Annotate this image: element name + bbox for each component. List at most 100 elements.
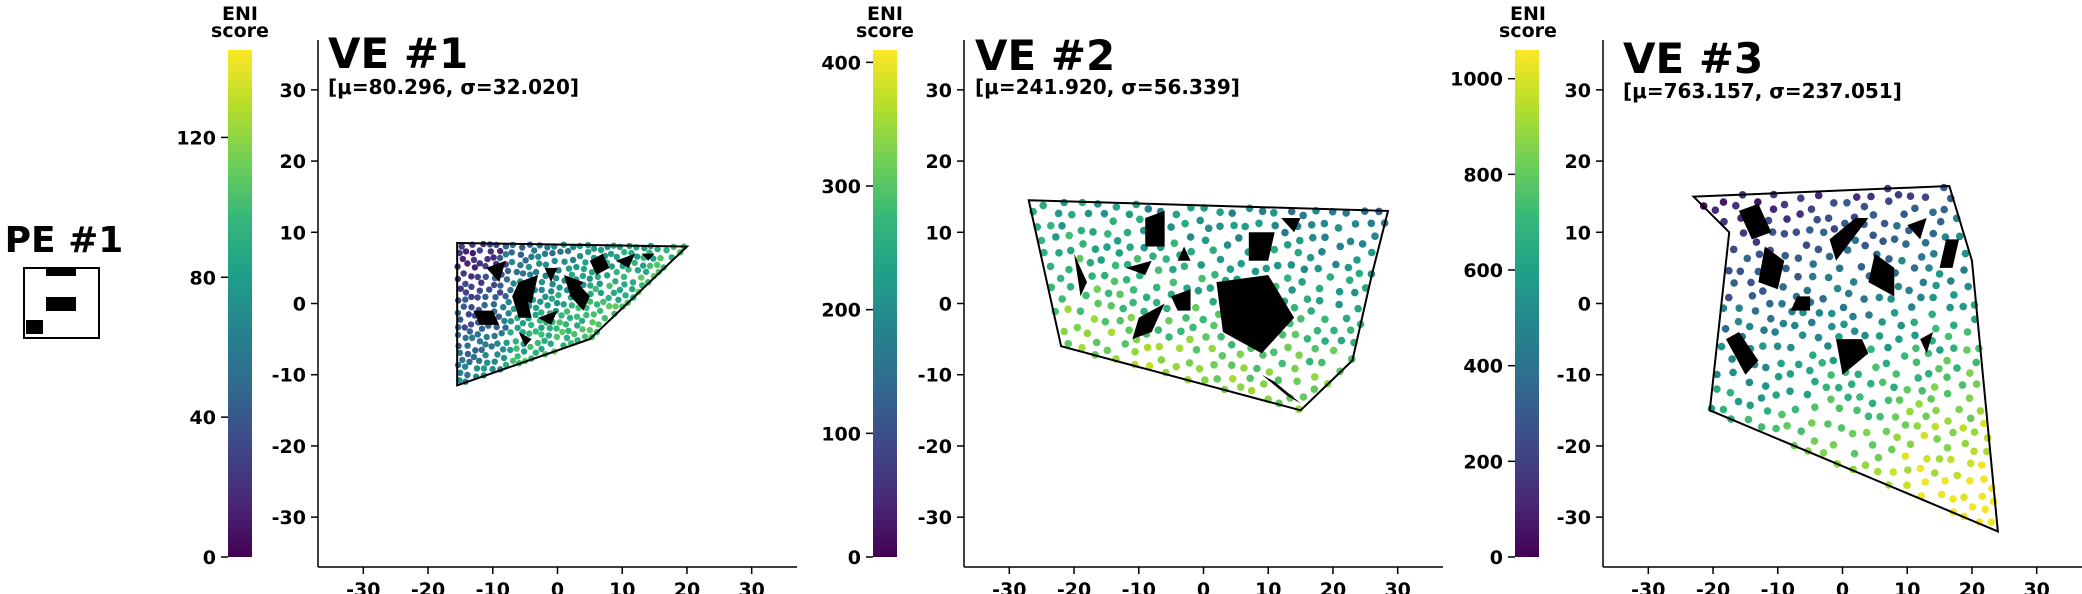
- scatter-point: [1745, 322, 1754, 331]
- scatter-point: [1867, 345, 1875, 354]
- scatter-point: [482, 341, 489, 348]
- scatter-point: [1894, 191, 1903, 199]
- scatter-point: [1950, 291, 1958, 299]
- scatter-point: [1129, 298, 1137, 307]
- colorbar-tick-label: 600: [1463, 260, 1503, 282]
- scatter-point: [562, 321, 570, 328]
- scatter-point: [1923, 455, 1931, 463]
- scatter-point: [496, 289, 504, 296]
- pe-section: PE #1: [5, 220, 123, 339]
- scatter-point: [1978, 492, 1987, 501]
- scatter-point: [1766, 299, 1774, 308]
- scatter-point: [1259, 351, 1267, 359]
- scatter-point: [1937, 490, 1946, 499]
- scatter-point: [1783, 422, 1791, 430]
- obstacle: [1281, 218, 1301, 233]
- scatter-point: [469, 334, 476, 341]
- scatter-point: [621, 281, 628, 288]
- scatter-point: [1794, 254, 1803, 262]
- scatter-point: [569, 256, 577, 264]
- scatter-point: [1227, 361, 1236, 370]
- scatter-point: [483, 333, 490, 341]
- scatter-point: [1768, 228, 1777, 236]
- scatter-point: [650, 255, 657, 262]
- x-tick-label: 20: [674, 579, 700, 594]
- scatter-point: [1903, 481, 1911, 490]
- scatter-point: [1807, 205, 1816, 213]
- scatter-point: [1965, 394, 1974, 403]
- scatter-point: [1152, 298, 1161, 307]
- scatter-point: [1912, 358, 1921, 367]
- scatter-point: [1935, 455, 1944, 463]
- scatter-point: [1936, 217, 1945, 226]
- scatter-point: [1797, 194, 1805, 202]
- scatter-point: [1201, 236, 1210, 245]
- scatter-point: [1116, 290, 1124, 299]
- obstacle: [1836, 339, 1869, 375]
- scatter-point: [556, 284, 563, 291]
- scatter-point: [1371, 232, 1379, 240]
- scatter-point: [468, 283, 475, 290]
- scatter-point: [576, 252, 584, 260]
- scatter-point: [1300, 265, 1309, 274]
- scatter-point: [1136, 215, 1144, 224]
- scatter-point: [1119, 304, 1127, 313]
- colorbar-3-label-line1: ENI: [1510, 3, 1546, 25]
- scatter-point: [1929, 229, 1938, 238]
- scatter-point: [1194, 286, 1203, 295]
- scatter-point: [1787, 343, 1795, 352]
- scatter-point: [1778, 410, 1786, 419]
- scatter-point: [532, 268, 540, 276]
- y-tick-label: 30: [1565, 80, 1591, 102]
- scatter-point: [1755, 250, 1764, 259]
- scatter-point: [551, 257, 558, 265]
- scatter-point: [1851, 236, 1860, 245]
- scatter-point: [1236, 383, 1245, 391]
- scatter-point: [1165, 333, 1173, 341]
- obstacle: [1829, 218, 1869, 261]
- scatter-point: [646, 262, 654, 269]
- colorbar-tick-label: 1000: [1450, 69, 1503, 91]
- scatter-point: [467, 321, 475, 328]
- scatter-point: [1216, 222, 1224, 231]
- scatter-point: [462, 248, 470, 255]
- scatter-point: [1772, 391, 1780, 399]
- scatter-point: [1819, 449, 1828, 457]
- scatter-point: [1082, 291, 1090, 300]
- scatter-point: [519, 270, 527, 277]
- scatter-point: [1084, 209, 1093, 218]
- scatter-point: [1970, 428, 1979, 436]
- plot-ve-1-subtitle: [μ=80.296, σ=32.020]: [328, 75, 579, 99]
- scatter-point: [558, 312, 565, 319]
- plot-ve-3-x-ticks: -30 -20 -10 0 10 20 30: [1631, 567, 2050, 594]
- scatter-point: [1262, 264, 1271, 273]
- scatter-point: [596, 307, 604, 315]
- scatter-point: [532, 328, 539, 335]
- scatter-point: [489, 365, 496, 373]
- scatter-point: [1283, 241, 1292, 249]
- scatter-point: [471, 264, 479, 271]
- colorbar-tick-label: 80: [190, 267, 216, 289]
- scatter-point: [1917, 253, 1926, 261]
- scatter-point: [1779, 319, 1788, 328]
- scatter-point: [1307, 307, 1315, 315]
- scatter-point: [1246, 374, 1254, 383]
- obstacle: [589, 253, 610, 276]
- scatter-point: [1330, 326, 1338, 335]
- scatter-point: [1989, 497, 1998, 506]
- scatter-point: [512, 338, 519, 345]
- scatter-point: [1142, 293, 1151, 302]
- scatter-point: [1878, 378, 1887, 387]
- scatter-point: [1047, 221, 1055, 230]
- scatter-point: [1211, 270, 1219, 279]
- scatter-point: [1818, 359, 1826, 367]
- scatter-point: [1961, 439, 1970, 448]
- scatter-point: [1950, 321, 1958, 330]
- x-tick-label: -20: [1057, 579, 1091, 594]
- scatter-point: [1101, 317, 1110, 326]
- scatter-point: [1079, 240, 1087, 248]
- scatter-point: [1287, 207, 1296, 216]
- scatter-point: [1115, 249, 1124, 257]
